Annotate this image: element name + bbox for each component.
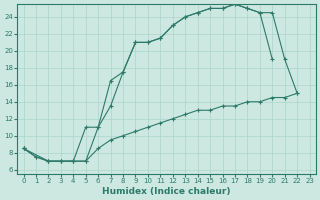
X-axis label: Humidex (Indice chaleur): Humidex (Indice chaleur) — [102, 187, 231, 196]
